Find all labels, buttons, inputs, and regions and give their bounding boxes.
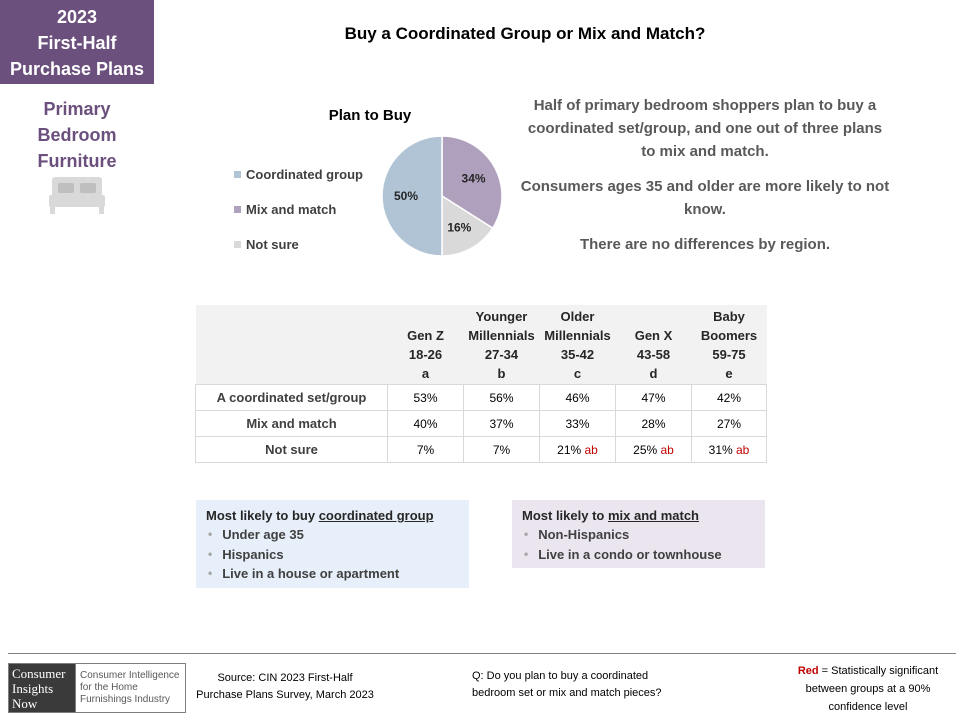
significance-note: Red = Statistically significant between … xyxy=(797,665,939,713)
chart-title: Plan to Buy xyxy=(328,107,412,124)
bullet-icon: • xyxy=(208,566,213,580)
legend-item: Not sure xyxy=(234,227,384,262)
table-cell: 47% xyxy=(615,384,692,411)
legend-label: Not sure xyxy=(246,237,299,252)
legend-label: Coordinated group xyxy=(246,167,363,182)
logo-tagline: Consumer Intelligence for the Home Furnish… xyxy=(75,664,185,712)
table-cell: 37% xyxy=(463,410,540,437)
category-line-1: Primary xyxy=(43,99,111,119)
table-cell: 53% xyxy=(387,384,464,411)
row-label: A coordinated set/group xyxy=(195,384,388,411)
bullet-icon: • xyxy=(208,527,213,541)
pie-data-label: 16% xyxy=(447,221,471,235)
survey-question: Q: Do you plan to buy a coordinated bedro… xyxy=(472,670,662,699)
pie-chart: 34% 16% 50% xyxy=(381,135,503,257)
table-row: Mix and match 40% 37% 33% 28% 27% xyxy=(195,410,767,437)
column-header-gen-x: Gen X 43-58 d xyxy=(615,305,692,385)
pie-slice xyxy=(441,194,494,257)
pie-slice xyxy=(381,135,443,257)
callout-title: Most likely to buy coordinated group xyxy=(206,508,434,523)
table-cell: 28% xyxy=(615,410,692,437)
mix-and-match-callout: Most likely to mix and match • Non-Hispan… xyxy=(512,500,765,568)
logo-mark: Consumer Insights Now xyxy=(9,664,75,712)
column-header-younger-millennials: Younger Millennials 27-34 b xyxy=(463,305,540,385)
category-line-2: Bedroom xyxy=(37,125,117,145)
table-cell: 42% xyxy=(691,384,767,411)
column-header-gen-z: Gen Z 18-26 a xyxy=(387,305,464,385)
legend-swatch xyxy=(234,241,241,248)
table-row: A coordinated set/group 53% 56% 46% 47% 42% xyxy=(195,384,767,411)
table-cell: 40% xyxy=(387,410,464,437)
badge-subject: Purchase Plans xyxy=(9,59,145,79)
table-cell: 7% xyxy=(387,436,464,463)
category-line-3: Furniture xyxy=(37,151,117,171)
bed-icon xyxy=(49,177,105,214)
table-cell: 31% ab xyxy=(691,436,767,463)
badge-period: First-Half xyxy=(37,33,117,53)
section-badge: 2023 First-Half Purchase Plans xyxy=(0,0,154,84)
legend-item: Mix and match xyxy=(234,192,384,227)
list-item: • Non-Hispanics xyxy=(522,525,755,545)
table-header-row: Gen Z 18-26 a Younger Millennials 27-34 b Old… xyxy=(195,305,767,385)
legend-item: Coordinated group xyxy=(234,157,384,192)
chart-legend: Coordinated group Mix and match Not sure xyxy=(234,157,384,262)
table-cell: 25% ab xyxy=(615,436,692,463)
coordinated-group-callout: Most likely to buy coordinated group • Un… xyxy=(196,500,469,588)
table-cell: 33% xyxy=(539,410,616,437)
generation-table: Gen Z 18-26 a Younger Millennials 27-34 b Old… xyxy=(195,305,767,463)
table-cell: 56% xyxy=(463,384,540,411)
category-label: Primary Bedroom Furniture xyxy=(0,96,154,174)
callout-title: Most likely to mix and match xyxy=(522,508,699,523)
legend-label: Mix and match xyxy=(246,202,337,217)
row-label: Mix and match xyxy=(195,410,388,437)
legend-swatch xyxy=(234,206,241,213)
commentary-paragraph: Half of primary bedroom shoppers plan to… xyxy=(527,97,883,160)
commentary-paragraph: There are no differences by region. xyxy=(579,236,831,253)
bullet-icon: • xyxy=(524,546,529,561)
company-logo: Consumer Insights Now Consumer Intelligenc… xyxy=(8,663,186,713)
commentary: Half of primary bedroom shoppers plan to… xyxy=(520,94,890,268)
legend-swatch xyxy=(234,171,241,178)
column-header-baby-boomers: Baby Boomers 59-75 e xyxy=(691,305,767,385)
significance-marker: ab xyxy=(732,442,750,457)
column-header-older-millennials: Older Millennials 35-42 c xyxy=(539,305,616,385)
row-label: Not sure xyxy=(195,436,388,463)
table-cell: 27% xyxy=(691,410,767,437)
table-cell: 21% ab xyxy=(539,436,616,463)
table-corner xyxy=(195,305,388,385)
source-note: Source: CIN 2023 First-Half Purchase Plan… xyxy=(196,672,374,701)
bullet-icon: • xyxy=(524,527,529,541)
footer-divider xyxy=(8,653,956,654)
page-title: Buy a Coordinated Group or Mix and Match… xyxy=(344,24,706,43)
pie-data-label: 50% xyxy=(394,189,418,203)
list-item: • Live in a house or apartment xyxy=(206,564,459,584)
table-cell: 46% xyxy=(539,384,616,411)
significance-marker: ab xyxy=(657,442,674,457)
pie-data-label: 34% xyxy=(462,172,486,186)
list-item: • Hispanics xyxy=(206,545,459,565)
list-item: • Under age 35 xyxy=(206,525,459,545)
badge-year: 2023 xyxy=(56,7,98,27)
table-cell: 7% xyxy=(463,436,540,463)
list-item: • Live in a condo or townhouse xyxy=(522,545,755,565)
bullet-icon: • xyxy=(208,546,213,561)
commentary-paragraph: Consumers ages 35 and older are more lik… xyxy=(520,178,890,218)
significance-marker: ab xyxy=(581,442,598,457)
table-row: Not sure 7% 7% 21% ab 25% ab 31% ab xyxy=(195,436,767,463)
